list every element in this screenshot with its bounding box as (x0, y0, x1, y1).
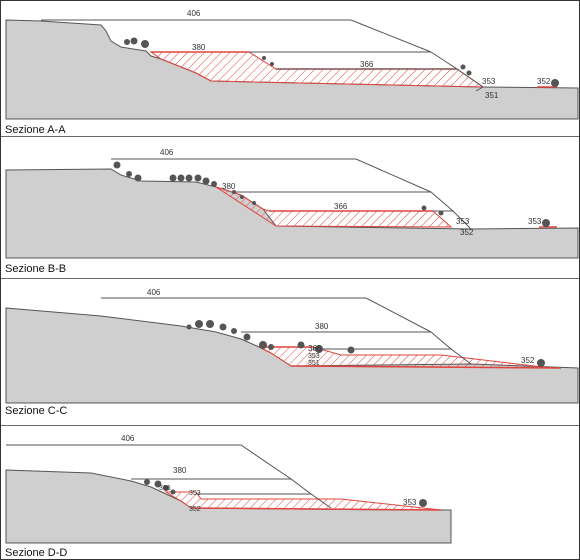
level-lines (6, 444, 293, 480)
level-lines-3 (310, 493, 332, 509)
section-c-label: Sezione C-C (5, 405, 68, 417)
level-406: 406 (160, 148, 174, 157)
terrain (5, 19, 579, 120)
level-406: 406 (121, 434, 135, 443)
section-c: 406 380 366 353 352 351 Sezione C-C (1, 279, 579, 424)
level-353: 353 (189, 490, 201, 497)
level-353: 353 (456, 217, 470, 226)
section-divider (1, 278, 579, 279)
level-lines-2 (430, 191, 455, 212)
level-352: 352 (189, 506, 201, 513)
section-c-profile: 406 380 366 353 352 351 (5, 288, 579, 404)
level-353-bank: 353 (403, 498, 417, 507)
section-divider (1, 136, 579, 137)
level-380: 380 (173, 466, 187, 475)
section-divider (1, 425, 579, 426)
level-366: 366 (308, 344, 322, 353)
bottom-red-line (190, 507, 442, 511)
level-380: 380 (222, 182, 236, 191)
section-b-profile: 406 380 366 353 353 352 (5, 148, 579, 259)
level-406: 406 (187, 9, 201, 18)
level-lines-3 (452, 210, 472, 230)
section-a-profile: 406 380 366 353 352 351 (5, 9, 579, 120)
excavation-fill (164, 491, 442, 511)
level-lines-2 (196, 478, 313, 495)
level-lines (111, 158, 432, 193)
level-353: 353 (308, 353, 320, 360)
level-353-bank: 353 (528, 217, 542, 226)
level-lines (101, 297, 432, 333)
level-lines-2 (313, 331, 453, 350)
tree-icon (144, 479, 427, 507)
section-d-label: Sezione D-D (5, 547, 68, 559)
level-352: 352 (537, 77, 551, 86)
section-d-profile: 406 380 366 353 353 352 (5, 434, 452, 544)
tree-icon (186, 320, 545, 367)
level-lines-3 (456, 68, 484, 92)
excavation-fill (258, 346, 552, 369)
section-a-label: Sezione A-A (5, 124, 66, 136)
level-380: 380 (192, 43, 206, 52)
section-d: 406 380 366 353 353 352 Sezione D-D (1, 426, 579, 559)
level-lines-3 (450, 348, 472, 365)
level-380: 380 (315, 322, 329, 331)
level-351: 351 (308, 360, 320, 367)
level-352: 352 (521, 356, 535, 365)
level-351: 351 (485, 91, 499, 100)
section-b-label: Sezione B-B (5, 263, 67, 275)
level-lines (41, 19, 432, 53)
level-352: 352 (460, 228, 474, 237)
level-353: 353 (482, 77, 496, 86)
level-366: 366 (159, 485, 171, 492)
tree-icon (113, 161, 550, 227)
tree-icon (124, 37, 559, 87)
section-b: 406 380 366 353 353 352 Sezione B-B (1, 137, 579, 277)
section-a: 406 380 366 353 352 351 Sezione A-A (1, 1, 579, 136)
bottom-red-line (290, 365, 562, 369)
level-366: 366 (360, 60, 374, 69)
level-406: 406 (147, 288, 161, 297)
level-366: 366 (334, 202, 348, 211)
